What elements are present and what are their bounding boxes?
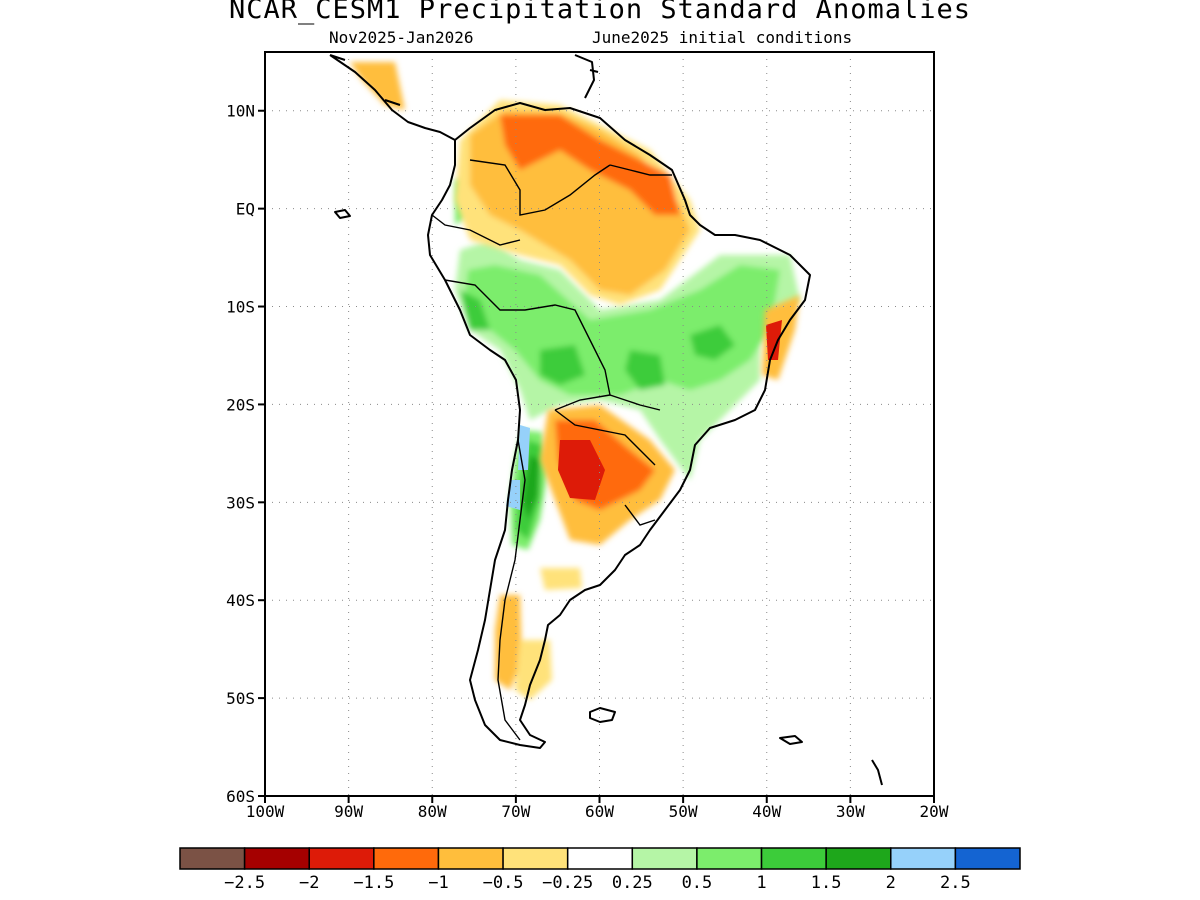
colorbar-label: 2.5 <box>940 873 971 893</box>
anomaly-field <box>350 62 800 700</box>
colorbar-label: 2 <box>886 873 896 893</box>
country-borders <box>431 159 672 741</box>
lat-tick-label: 10N <box>226 102 255 121</box>
anomaly-wet-1.5 <box>460 290 490 330</box>
anomaly-dry-1.5 <box>766 320 782 360</box>
colorbar-swatch <box>373 847 440 870</box>
colorbar-label: −0.5 <box>483 873 524 893</box>
colorbar-label: 0.25 <box>612 873 653 893</box>
lon-tick-label: 20W <box>920 802 949 821</box>
colorbar-label: 0.5 <box>682 873 713 893</box>
south-georgia <box>779 735 803 745</box>
anomaly-wet-1.5 <box>690 325 735 360</box>
colorbar-swatch <box>825 847 892 870</box>
colorbar-label: −1.5 <box>353 873 394 893</box>
coastlines <box>329 54 883 786</box>
colorbar-swatch <box>631 847 698 870</box>
colorbar-label: 1.5 <box>811 873 842 893</box>
caribbean-coast <box>574 54 599 99</box>
colorbar-label: −0.25 <box>542 873 593 893</box>
south-america-coastline <box>427 102 811 749</box>
central-america-coastline <box>329 54 456 141</box>
colorbar-swatch <box>566 847 634 870</box>
colorbar-label: 1 <box>756 873 766 893</box>
colorbar-swatch <box>243 847 310 870</box>
lon-tick-label: 90W <box>334 802 363 821</box>
colorbar-swatch <box>502 847 569 870</box>
lon-tick-label: 60W <box>585 802 614 821</box>
lat-tick-label: EQ <box>236 200 255 219</box>
sandwich-islands <box>871 759 883 786</box>
colorbar-label: −2 <box>299 873 319 893</box>
lat-tick-label: 60S <box>226 787 255 806</box>
falkland-islands <box>589 707 616 723</box>
colorbar-swatch <box>954 847 1021 870</box>
lon-tick-label: 100W <box>246 802 285 821</box>
anomaly-wet-1.5 <box>625 350 665 390</box>
lon-tick-label: 40W <box>752 802 781 821</box>
map-title: NCAR_CESM1 Precipitation Standard Anomal… <box>229 0 971 25</box>
anomaly-dry-1.5 <box>558 440 605 500</box>
anomaly-dry-1 <box>500 115 680 215</box>
lon-tick-label: 50W <box>669 802 698 821</box>
lat-tick-label: 10S <box>226 298 255 317</box>
lon-tick-label: 30W <box>836 802 865 821</box>
forecast-period: Nov2025-Jan2026 <box>329 28 474 47</box>
colorbar-label: −1 <box>428 873 448 893</box>
lat-tick-label: 20S <box>226 395 255 414</box>
lat-tick-label: 40S <box>226 591 255 610</box>
coordinate-grid <box>265 52 934 796</box>
colorbar-swatch <box>437 847 504 870</box>
lon-tick-label: 70W <box>501 802 530 821</box>
anomaly-dry-0.5 <box>495 595 522 690</box>
galapagos <box>334 209 351 219</box>
anomaly-dry-0.25 <box>515 640 552 700</box>
anomaly-dry-0.5 <box>350 62 405 110</box>
colorbar-swatch <box>760 847 827 870</box>
lon-tick-label: 80W <box>418 802 447 821</box>
colorbar-swatch <box>890 847 957 870</box>
color-bar: −2.5 −2 −1.5 −1 −0.5 −0.25 0.25 0.5 1 1.5 2 2.5 <box>179 847 1021 893</box>
lat-tick-label: 30S <box>226 493 255 512</box>
lat-tick-label: 50S <box>226 689 255 708</box>
colorbar-swatch <box>308 847 375 870</box>
colorbar-swatch <box>696 847 763 870</box>
initial-conditions: June2025 initial conditions <box>592 28 853 47</box>
anomaly-dry-0.25 <box>540 568 582 590</box>
anomaly-wet-1.5 <box>540 345 585 385</box>
anomaly-wet-2 <box>522 455 540 520</box>
colorbar-label: −2.5 <box>224 873 265 893</box>
colorbar-swatch <box>179 847 246 870</box>
